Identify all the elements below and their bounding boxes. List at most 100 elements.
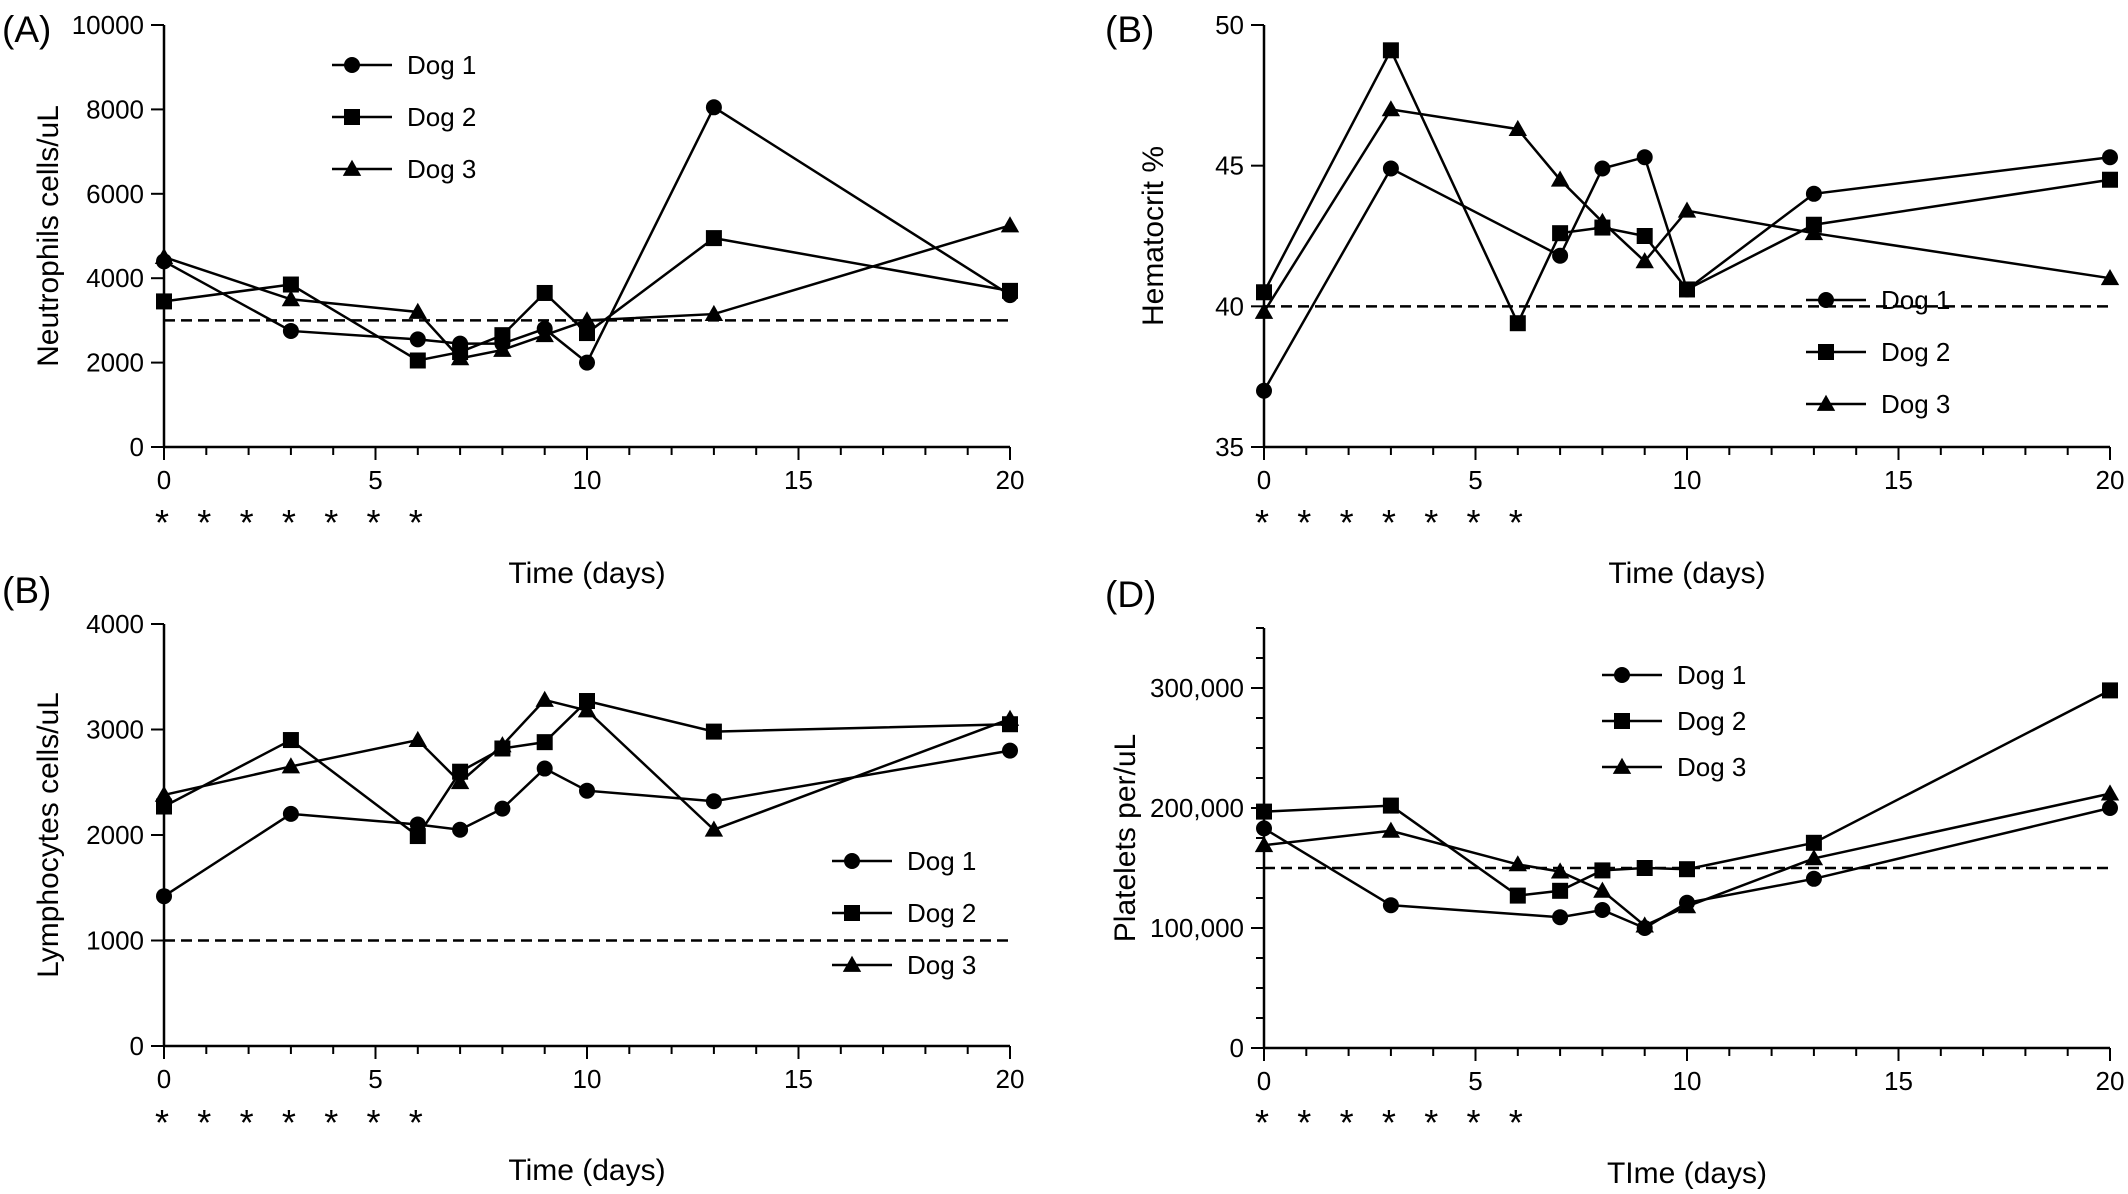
legend-entry: Dog 2 — [1806, 337, 1950, 367]
legend-entry: Dog 2 — [332, 102, 476, 132]
x-axis-title: TIme (days) — [1607, 1157, 1767, 1190]
data-point — [1805, 834, 1822, 851]
data-point — [1256, 820, 1272, 837]
data-point — [408, 730, 427, 747]
dosing-asterisk: * — [1255, 502, 1269, 543]
data-point — [409, 828, 426, 845]
data-point — [493, 340, 512, 357]
dosing-asterisk: * — [1509, 502, 1523, 543]
data-point — [1508, 119, 1527, 136]
data-point — [1550, 170, 1570, 187]
dosing-asterisk: * — [1255, 1102, 1269, 1143]
data-point — [409, 331, 426, 348]
x-axis-title: Time (days) — [508, 1154, 665, 1187]
data-point — [577, 701, 597, 718]
data-point — [282, 322, 299, 339]
data-point — [1254, 836, 1274, 853]
dosing-asterisk: * — [1340, 502, 1354, 543]
y-tick-label: 300,000 — [1150, 673, 1244, 703]
data-point — [1593, 881, 1612, 898]
x-axis-title: Time (days) — [1608, 557, 1765, 590]
data-point — [1000, 709, 1020, 726]
dosing-asterisk: * — [1297, 1102, 1311, 1143]
dosing-asterisk: * — [197, 502, 211, 543]
legend-marker — [842, 955, 862, 972]
data-point — [1636, 149, 1653, 166]
data-point — [535, 690, 554, 707]
panel-label: (B) — [2, 570, 51, 611]
neutrophils-chart: (A) 0 5 10 15 20 0 2000 4000 6000 8000 10000 Neutrop… — [2, 9, 1024, 590]
y-axis-title: Hematocrit % — [1137, 146, 1170, 326]
data-point — [1254, 302, 1274, 319]
hematocrit-chart: (B) 0 5 10 15 20 35 40 45 50 Hematocrit % Time (day… — [1105, 9, 2124, 590]
data-point — [1382, 897, 1399, 914]
data-point — [1256, 382, 1272, 399]
data-point — [1381, 100, 1401, 117]
dosing-asterisk: * — [324, 1102, 338, 1143]
dosing-asterisk: * — [1382, 502, 1396, 543]
series-line — [1263, 806, 2111, 930]
panel-label: (D) — [1105, 574, 1156, 615]
y-tick-label: 1000 — [86, 926, 144, 956]
series-dog-3 — [1254, 100, 2120, 319]
data-point — [579, 325, 595, 342]
x-tick-label: 0 — [157, 1064, 171, 1094]
legend-label: Dog 2 — [1881, 337, 1950, 367]
series-dog-1 — [1256, 149, 2118, 399]
legend-label: Dog 1 — [907, 846, 976, 876]
data-point — [156, 798, 172, 815]
y-tick-label: 45 — [1215, 151, 1244, 181]
data-point — [1509, 887, 1526, 904]
x-tick-label: 20 — [996, 465, 1025, 495]
y-tick-label: 200,000 — [1150, 793, 1244, 823]
data-point — [493, 736, 512, 753]
data-point — [705, 793, 722, 810]
series-dog-2 — [156, 230, 1018, 369]
legend-entry: Dog 1 — [332, 50, 476, 80]
data-point — [1635, 916, 1654, 933]
x-tick-label: 10 — [1673, 1066, 1702, 1096]
y-tick-label: 40 — [1215, 291, 1244, 321]
dosing-asterisk: * — [1297, 502, 1311, 543]
data-point — [705, 230, 722, 247]
data-point — [1552, 225, 1569, 242]
data-point — [536, 734, 553, 751]
x-tick-label: 15 — [784, 465, 813, 495]
data-point — [1635, 252, 1654, 269]
data-point — [494, 327, 511, 344]
data-point — [1509, 315, 1526, 332]
data-point — [1552, 247, 1569, 264]
legend-entry: Dog 1 — [832, 846, 976, 876]
data-point — [2102, 171, 2118, 188]
data-point — [494, 800, 511, 817]
x-tick-label: 20 — [2096, 465, 2125, 495]
data-point — [704, 820, 724, 837]
legend-entry: Dog 3 — [1806, 389, 1950, 419]
y-tick-label: 2000 — [86, 820, 144, 850]
dosing-asterisk: * — [1340, 1102, 1354, 1143]
legend-entry: Dog 3 — [1602, 752, 1746, 782]
legend-marker — [1818, 292, 1834, 308]
dosing-asterisk: * — [409, 502, 423, 543]
data-point — [1677, 897, 1697, 914]
panel-label: (B) — [1105, 9, 1154, 50]
panel-label: (A) — [2, 9, 51, 50]
series-dog-2 — [1256, 682, 2118, 904]
legend-marker — [1614, 713, 1630, 729]
data-point — [1636, 228, 1653, 244]
data-point — [704, 304, 724, 321]
x-tick-label: 0 — [1257, 1066, 1271, 1096]
data-point — [536, 760, 553, 777]
data-point — [1805, 185, 1822, 202]
y-tick-label: 4000 — [86, 263, 144, 293]
data-point — [1256, 284, 1272, 301]
data-point — [1594, 160, 1611, 177]
data-point — [450, 773, 470, 790]
data-point — [1256, 803, 1272, 820]
data-point — [1002, 742, 1018, 759]
data-point — [1508, 855, 1527, 872]
y-tick-label: 2000 — [86, 348, 144, 378]
data-point — [281, 757, 301, 774]
legend-marker — [342, 159, 362, 176]
